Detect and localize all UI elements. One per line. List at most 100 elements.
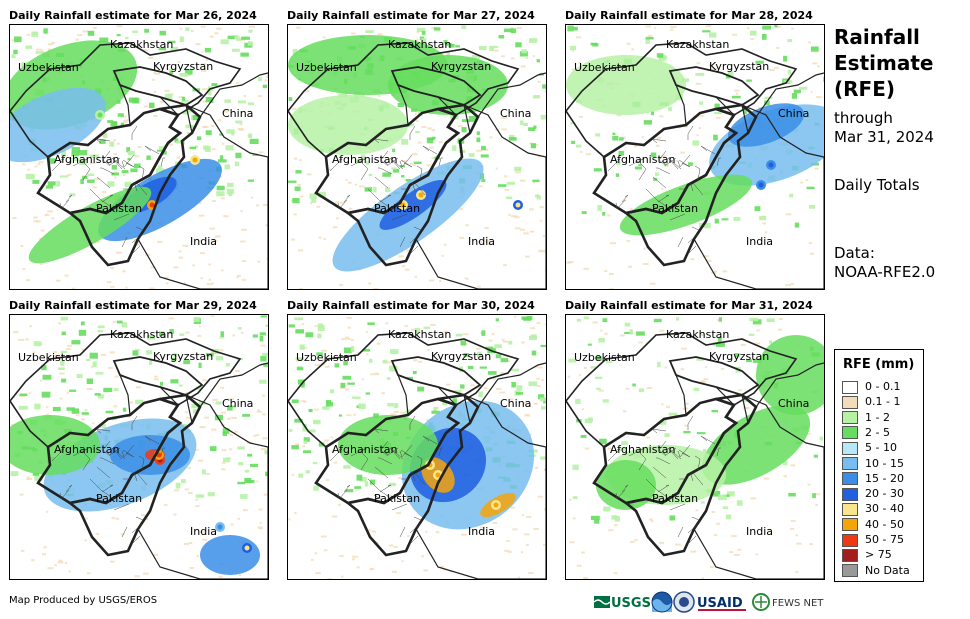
legend-swatch [842,548,858,562]
usgs-logo: USGS [594,596,651,611]
legend-title: RFE (mm) [843,357,915,372]
legend-swatch [842,472,858,486]
fewsnet-logo: FEWS NET [752,593,824,611]
panel-title: Daily Rainfall estimate for Mar 29, 2024 [9,299,257,312]
legend-item: 0 - 0.1 [842,380,900,394]
usaid-logo: USAID [697,596,746,611]
legend-item: 0.1 - 1 [842,395,900,409]
rainfall-map: Kazakhstan Uzbekistan Kyrgyzstan China Afgha… [9,314,269,580]
country-label-afghanistan: Afghanistan [332,443,398,456]
legend-item: 5 - 10 [842,441,897,455]
country-label-india: India [468,525,495,538]
legend-label: 30 - 40 [865,502,904,516]
legend-label: 0 - 0.1 [865,380,901,393]
totals-label: Daily Totals [834,176,920,194]
country-label-india: India [190,525,217,538]
country-label-uzbekistan: Uzbekistan [18,351,79,364]
legend-label: > 75 [865,548,892,562]
rainfall-map: Kazakhstan Uzbekistan Kyrgyzstan China Afgha… [565,314,825,580]
legend-label: 50 - 75 [865,533,904,546]
country-label-afghanistan: Afghanistan [610,153,676,166]
legend-swatch [842,533,858,547]
legend-swatch [842,426,858,440]
legend-swatch [842,518,858,532]
rainfall-map: Kazakhstan Uzbekistan Kyrgyzstan China Afgha… [287,314,547,580]
panel-title: Daily Rainfall estimate for Mar 31, 2024 [565,299,813,312]
legend-label: 15 - 20 [865,471,904,485]
dry-speckles [567,318,824,579]
panel-title: Daily Rainfall estimate for Mar 28, 2024 [565,9,813,22]
usgs-text: USGS [611,596,651,611]
legend-item: 20 - 30 [842,487,904,501]
country-label-afghanistan: Afghanistan [54,443,120,456]
through-label: through [834,109,893,127]
country-borders [566,332,824,579]
panel-title: Daily Rainfall estimate for Mar 27, 2024 [287,9,535,22]
legend-swatch [842,487,858,501]
country-label-kyrgyzstan: Kyrgyzstan [709,350,769,363]
country-borders [10,42,268,289]
legend-item: 30 - 40 [842,502,904,516]
country-label-china: China [500,397,531,410]
legend-label: 10 - 15 [865,456,904,470]
legend-item: 10 - 15 [842,457,904,471]
country-label-afghanistan: Afghanistan [332,153,398,166]
fewsnet-text: FEWS NET [772,598,824,609]
rain-bands [596,335,824,510]
country-label-uzbekistan: Uzbekistan [18,61,79,74]
country-label-kyrgyzstan: Kyrgyzstan [431,350,491,363]
country-label-kazakhstan: Kazakhstan [388,38,451,51]
country-label-india: India [746,235,773,248]
legend-item: 1 - 2 [842,411,890,425]
legend-label: 1 - 2 [865,410,890,424]
light-rain-field [288,315,546,493]
legend-label: 20 - 30 [865,487,904,501]
country-borders [566,42,824,289]
legend-swatch [842,395,858,409]
country-label-pakistan: Pakistan [374,492,420,505]
country-label-pakistan: Pakistan [374,202,420,215]
data-source: NOAA-RFE2.0 [834,263,936,281]
legend-swatch [842,457,858,470]
country-label-uzbekistan: Uzbekistan [296,61,357,74]
legend-swatch [842,502,858,516]
commerce-logo [673,591,695,613]
admin-boundaries [51,415,165,545]
usaid-text: USAID [697,596,743,611]
agency-logos: USGS USAID FEWS NET [594,591,824,613]
legend-item: 40 - 50 [842,518,904,532]
country-label-afghanistan: Afghanistan [54,153,120,166]
legend-swatch [842,411,858,425]
rainfall-map: Kazakhstan Uzbekistan Kyrgyzstan China Afgha… [287,24,547,290]
noaa-logo [651,591,673,613]
legend-label: No Data [865,563,910,577]
country-label-kyrgyzstan: Kyrgyzstan [153,60,213,73]
legend-item: 2 - 5 [842,426,890,440]
admin-boundaries [329,125,443,255]
through-date: Mar 31, 2024 [834,128,934,146]
heavy-rain-cells [756,160,776,190]
country-borders [288,332,546,579]
country-label-kazakhstan: Kazakhstan [110,38,173,51]
legend-label: 2 - 5 [865,425,890,439]
country-label-india: India [190,235,217,248]
country-label-kyrgyzstan: Kyrgyzstan [153,350,213,363]
legend-item: No Data [842,564,910,578]
country-label-china: China [500,107,531,120]
country-label-kazakhstan: Kazakhstan [110,328,173,341]
country-label-pakistan: Pakistan [652,202,698,215]
country-label-uzbekistan: Uzbekistan [574,351,635,364]
legend-label: 40 - 50 [865,517,904,531]
heavy-rain-cells [154,450,252,553]
panel-title: Daily Rainfall estimate for Mar 26, 2024 [9,9,257,22]
legend-label: 0.1 - 1 [865,395,901,409]
legend-item: 50 - 75 [842,533,904,547]
country-borders [288,42,546,289]
country-label-china: China [222,107,253,120]
country-label-kyrgyzstan: Kyrgyzstan [431,60,491,73]
rainfall-map: Kazakhstan Uzbekistan Kyrgyzstan China Afgha… [9,24,269,290]
country-label-uzbekistan: Uzbekistan [574,61,635,74]
country-label-india: India [746,525,773,538]
country-label-kyrgyzstan: Kyrgyzstan [709,60,769,73]
